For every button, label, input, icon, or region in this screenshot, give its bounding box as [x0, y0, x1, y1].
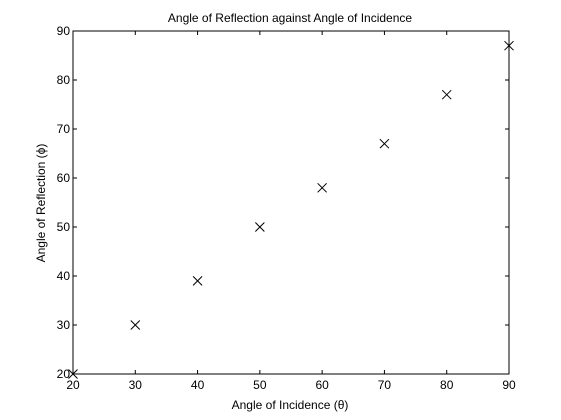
data-point: [504, 40, 514, 51]
x-tick-label: 50: [253, 378, 267, 392]
y-tick-label: 40: [57, 269, 71, 283]
y-tick-label: 80: [57, 73, 71, 87]
x-tick-label: 70: [378, 378, 392, 392]
x-tick-label: 20: [66, 378, 80, 392]
y-ticks: 20 30 40 50 60 70 80 90: [57, 24, 509, 381]
data-point: [68, 369, 78, 379]
y-tick-label: 90: [57, 24, 71, 38]
x-ticks: 20 30 40 50 60 70 80 90: [66, 31, 516, 392]
y-tick-label: 70: [57, 122, 71, 136]
x-tick-label: 90: [502, 378, 516, 392]
x-tick-label: 40: [191, 378, 205, 392]
y-axis-label: Angle of Reflection (ϕ): [34, 144, 48, 263]
data-point: [379, 138, 390, 149]
y-tick-label: 30: [57, 318, 71, 332]
chart-title: Angle of Reflection against Angle of Inc…: [168, 11, 412, 25]
y-tick-label: 50: [57, 220, 71, 234]
data-point: [130, 320, 141, 330]
x-axis-label: Angle of Incidence (θ): [232, 398, 349, 412]
data-point: [317, 182, 327, 193]
y-tick-label: 20: [57, 367, 71, 381]
data-point: [192, 276, 203, 286]
y-tick-label: 60: [57, 171, 71, 185]
data-point: [441, 89, 452, 100]
x-tick-label: 60: [315, 378, 329, 392]
x-tick-label: 80: [440, 378, 454, 392]
plot-area: [72, 30, 510, 375]
data-markers: [68, 40, 514, 379]
x-tick-label: 30: [129, 378, 143, 392]
data-point: [255, 222, 265, 232]
